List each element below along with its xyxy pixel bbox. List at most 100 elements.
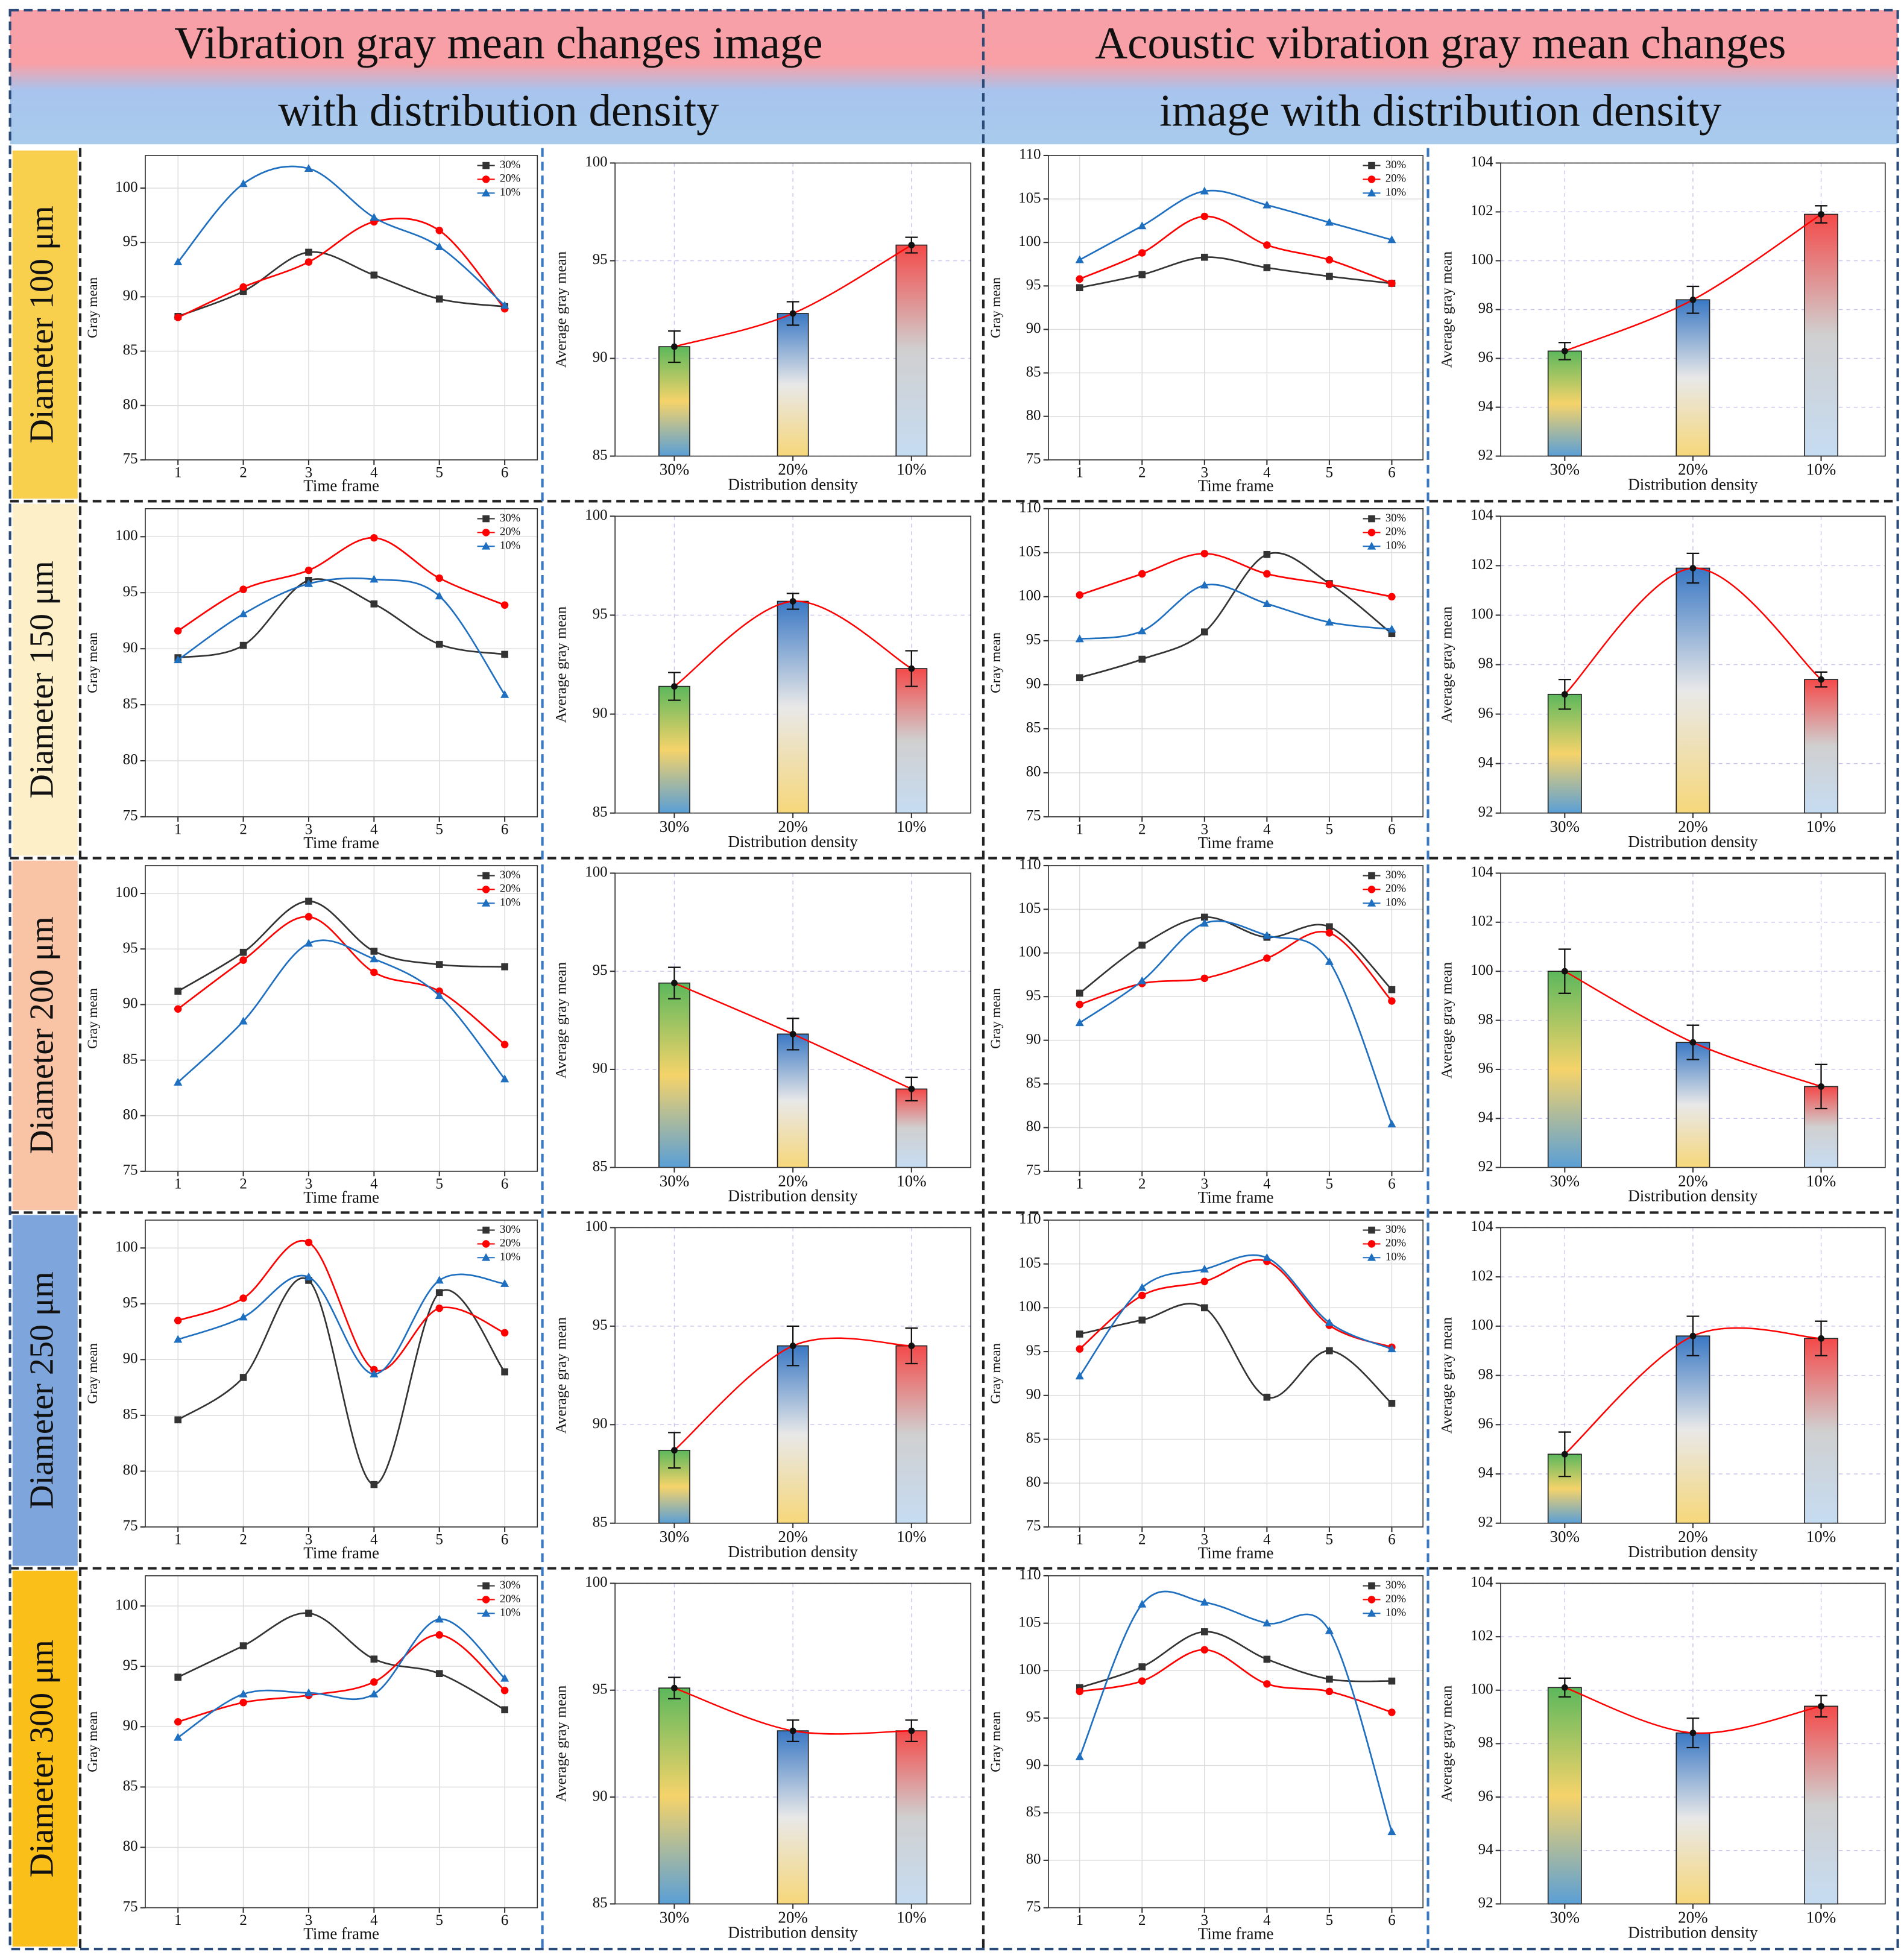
mean-dot [1689,1332,1697,1339]
x-tick-label: 1 [174,1912,181,1928]
y-tick-label: 85 [593,1514,608,1530]
x-tick-label: 10% [897,1528,927,1546]
marker [482,1596,490,1604]
x-tick-label: 30% [1550,817,1580,836]
mean-dot [1818,211,1824,218]
y-tick-label: 94 [1478,1109,1493,1125]
y-tick-label: 95 [593,1317,608,1333]
x-tick-label: 3 [305,822,312,838]
plot-frame [614,1227,971,1524]
plot-frame [1048,155,1424,461]
x-tick-label: 30% [660,817,690,836]
marker [174,1733,183,1741]
marker [435,1631,443,1639]
x-axis-label: Distribution density [728,1543,859,1561]
marker [435,1670,443,1677]
marker [1367,188,1376,197]
y-tick-label: 95 [593,251,608,268]
y-tick-label: 90 [593,1060,608,1077]
bar [895,1345,928,1524]
y-tick-label: 96 [1478,1060,1493,1077]
y-tick-label: 94 [1478,754,1493,770]
row-label: Diameter 150 μm [24,561,61,798]
x-tick-label: 3 [305,464,312,480]
y-tick-label: 100 [1018,233,1041,250]
x-tick-label: 5 [435,822,443,838]
marker [1075,1752,1084,1760]
x-tick-label: 30% [660,1528,690,1546]
legend-label: 10% [500,896,520,909]
marker [305,898,312,905]
marker [1075,1371,1084,1380]
marker [1200,1304,1208,1312]
y-tick-label: 92 [1478,1158,1493,1174]
marker [1367,175,1376,183]
y-tick-label: 90 [1026,676,1041,692]
marker [239,956,247,964]
x-tick-label: 4 [1263,1912,1271,1928]
marker [482,886,490,893]
legend-label: 20% [1385,1593,1406,1605]
legend-label: 30% [500,869,520,881]
marker [1326,272,1333,280]
y-tick-label: 95 [123,1657,138,1673]
mean-dot [1561,1450,1568,1458]
y-tick-label: 90 [123,995,138,1012]
mean-dot [789,598,796,605]
marker [1200,212,1209,221]
x-tick-label: 5 [1326,1176,1333,1192]
y-tick-label: 100 [1018,944,1041,960]
x-axis-label: Distribution density [1628,833,1758,851]
marker [482,515,490,523]
x-tick-label: 4 [370,464,378,480]
marker [435,991,444,999]
y-tick-label: 90 [123,1717,138,1734]
marker [482,162,490,169]
x-tick-label: 4 [1263,822,1271,838]
marker [1200,1646,1209,1654]
marker [1325,1318,1334,1326]
marker [1138,1283,1147,1291]
mean-dot [1818,676,1824,683]
mean-dot [908,1086,915,1092]
y-tick-label: 96 [1478,1415,1493,1432]
marker [174,627,182,635]
mean-dot [1561,691,1568,698]
x-tick-label: 1 [1076,1912,1083,1928]
x-axis-label: Time frame [1198,1188,1274,1206]
bar [1804,679,1839,814]
legend-label: 20% [1385,172,1406,185]
bar [777,1033,809,1168]
bar [658,346,690,457]
y-tick-label: 95 [1026,277,1041,293]
header-band [10,10,1898,145]
x-tick-label: 10% [1806,1172,1836,1190]
bar [777,600,809,814]
marker [1138,1663,1146,1670]
marker [1138,655,1146,663]
plot-frame [1048,1220,1424,1528]
marker [482,529,490,537]
series-line [1079,1303,1393,1404]
x-tick-label: 2 [239,822,247,838]
marker [482,872,490,880]
marker [1138,976,1147,984]
legend-label: 30% [1385,869,1406,881]
x-tick-label: 6 [501,1912,508,1928]
marker [435,961,443,968]
x-tick-label: 20% [778,1172,808,1190]
x-tick-label: 20% [778,1528,808,1546]
legend-label: 20% [500,172,520,185]
y-tick-label: 98 [1478,655,1493,672]
marker [304,164,314,172]
y-axis-label: Gray mean [85,987,100,1048]
marker [1263,599,1272,607]
x-tick-label: 3 [1201,822,1208,838]
y-tick-label: 80 [1026,1474,1041,1490]
y-axis-label: Average gray mean [553,1685,570,1802]
y-tick-label: 95 [1026,987,1041,1004]
x-axis-label: Time frame [303,1924,379,1942]
marker [1138,626,1147,635]
y-tick-label: 75 [1026,808,1041,824]
